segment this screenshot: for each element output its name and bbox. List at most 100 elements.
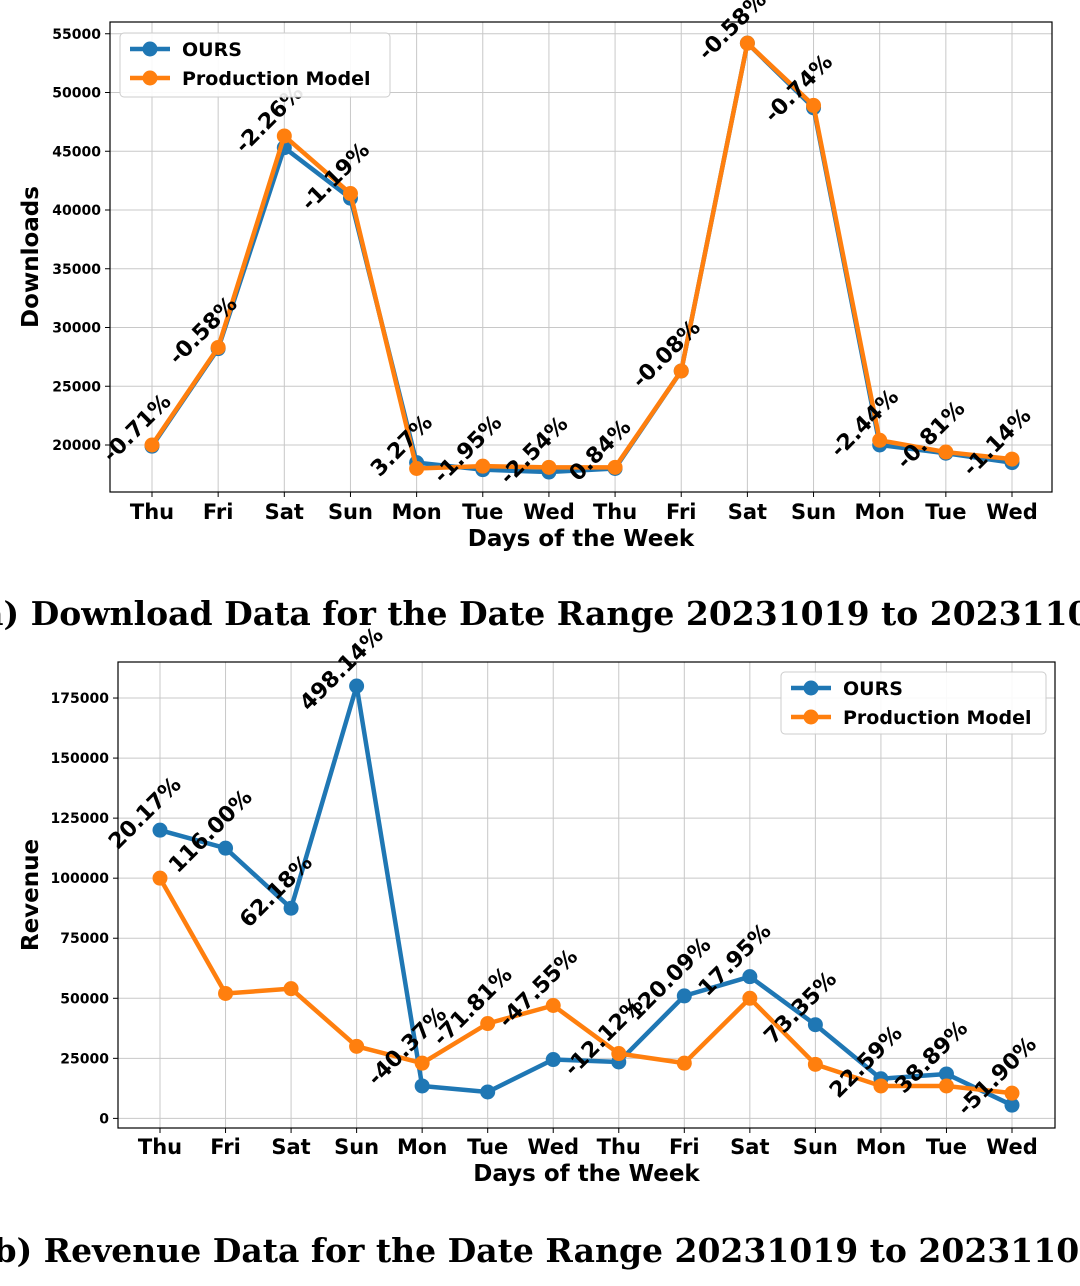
x-tick-label: Mon: [855, 500, 905, 524]
series-point-1: [144, 437, 160, 453]
x-tick-label: Mon: [397, 1135, 447, 1159]
series-point-1: [938, 1078, 954, 1094]
annotation-label: 22.59%: [825, 1021, 907, 1103]
series-point-0: [938, 1066, 954, 1082]
x-tick-label: Mon: [856, 1135, 906, 1159]
series-point-0: [218, 840, 234, 856]
legend: OURS Production Model: [119, 32, 391, 98]
annotation-label: -1.19%: [297, 138, 375, 216]
x-tick-label: Wed: [523, 500, 575, 524]
series-point-1: [611, 1046, 627, 1062]
series-point-0: [545, 1052, 561, 1068]
x-tick-label: Fri: [203, 500, 234, 524]
legend-swatch-marker: [803, 709, 819, 725]
series-point-1: [742, 990, 758, 1006]
series-point-0: [349, 678, 365, 694]
series-point-1: [283, 981, 299, 997]
figure-caption: (a) Download Data for the Date Range 202…: [0, 594, 1080, 633]
series-point-1: [541, 459, 557, 475]
y-tick-label: 55000: [52, 27, 101, 43]
legend-entry: OURS: [182, 39, 242, 61]
series-point-0: [676, 988, 692, 1004]
y-tick-label: 125000: [51, 811, 110, 827]
annotation-label: -2.54%: [495, 412, 573, 490]
series-point-1: [676, 1055, 692, 1071]
series-point-0: [480, 1084, 496, 1100]
series-point-1: [739, 35, 755, 51]
series-point-1: [210, 339, 226, 355]
x-tick-label: Sun: [334, 1135, 379, 1159]
series-point-0: [152, 822, 168, 838]
x-tick-label: Sat: [271, 1135, 310, 1159]
y-axis-label: Downloads: [18, 186, 44, 328]
series-point-0: [283, 900, 299, 916]
legend-swatch-marker: [142, 41, 158, 57]
series-line-1: [158, 877, 1013, 1096]
series-point-1: [218, 985, 234, 1001]
x-axis-label: Days of the Week: [468, 526, 695, 552]
annotation-label: -51.90%: [953, 1032, 1042, 1121]
x-tick-label: Tue: [925, 500, 966, 524]
annotation-label: 62.18%: [235, 850, 317, 932]
plot-frame: [109, 21, 1053, 493]
series-point-1: [1004, 1085, 1020, 1101]
x-tick-label: Wed: [986, 1135, 1038, 1159]
series-point-1: [872, 432, 888, 448]
y-tick-label: 25000: [60, 1051, 109, 1067]
y-tick-label: 75000: [60, 931, 109, 947]
x-tick-label: Fri: [669, 1135, 700, 1159]
y-tick-label: 45000: [52, 144, 101, 160]
y-tick-label: 150000: [51, 751, 110, 767]
series-point-1: [807, 1056, 823, 1072]
series-point-1: [349, 1038, 365, 1054]
x-tick-label: Tue: [926, 1135, 967, 1159]
x-tick-label: Sat: [728, 500, 767, 524]
x-tick-label: Sun: [328, 500, 373, 524]
legend-swatch-marker: [142, 70, 158, 86]
series-point-1: [607, 459, 623, 475]
legend-entry: Production Model: [182, 68, 371, 90]
series-point-1: [938, 444, 954, 460]
x-tick-label: Sun: [791, 500, 836, 524]
annotation-label: -40.37%: [363, 1002, 452, 1091]
series-point-1: [873, 1078, 889, 1094]
legend-entry: OURS: [843, 678, 903, 700]
series-point-1: [276, 128, 292, 144]
legend: OURS Production Model: [780, 671, 1047, 735]
y-tick-label: 50000: [52, 86, 101, 102]
legend-entry: Production Model: [843, 707, 1032, 729]
annotation-label: 20.17%: [104, 772, 186, 854]
x-tick-label: Tue: [462, 500, 503, 524]
annotation-label: -1.95%: [429, 410, 507, 488]
x-tick-label: Thu: [130, 500, 174, 524]
x-axis-label: Days of the Week: [473, 1161, 700, 1187]
series-point-0: [742, 969, 758, 985]
annotation-label: -0.74%: [760, 50, 838, 128]
series-point-1: [673, 363, 689, 379]
series-point-1: [480, 1016, 496, 1032]
annotation-label: -0.58%: [165, 292, 243, 370]
legend-box: [119, 32, 391, 98]
y-tick-label: 175000: [51, 691, 110, 707]
plot-frame: [117, 661, 1056, 1129]
y-axis-label: Revenue: [18, 839, 44, 951]
x-tick-label: Sat: [265, 500, 304, 524]
series-point-1: [806, 97, 822, 113]
series-point-1: [414, 1055, 430, 1071]
series-point-1: [545, 997, 561, 1013]
series-point-1: [475, 458, 491, 474]
x-tick-label: Thu: [138, 1135, 182, 1159]
x-tick-label: Wed: [527, 1135, 579, 1159]
y-tick-label: 40000: [52, 203, 101, 219]
y-tick-label: 0: [99, 1111, 109, 1127]
x-tick-label: Thu: [597, 1135, 641, 1159]
y-tick-label: 20000: [52, 438, 101, 454]
series-point-0: [1004, 1097, 1020, 1113]
annotation-label: -1.14%: [958, 403, 1036, 481]
y-tick-label: 25000: [52, 379, 101, 395]
x-tick-label: Mon: [391, 500, 441, 524]
x-tick-label: Sat: [730, 1135, 769, 1159]
legend-box: [780, 671, 1047, 735]
series-point-0: [807, 1017, 823, 1033]
x-tick-label: Fri: [210, 1135, 241, 1159]
